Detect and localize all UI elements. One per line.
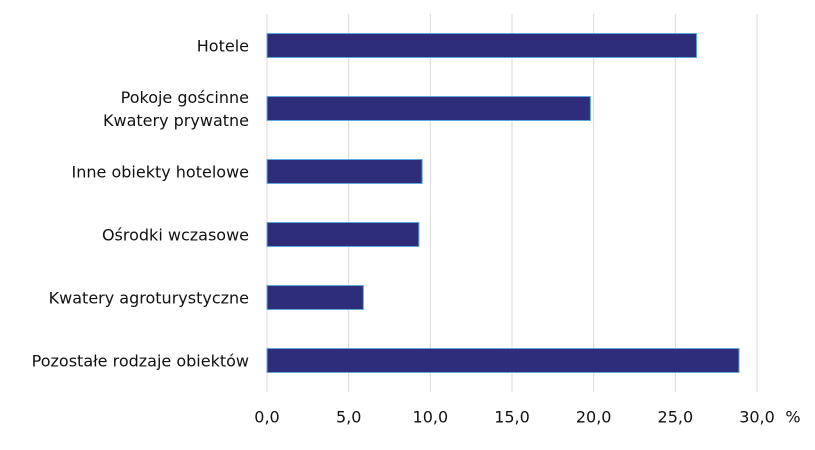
bar — [266, 96, 591, 121]
x-tick-label: 0,0 — [254, 408, 279, 427]
y-tick-label: Pokoje gościnne Kwatery prywatne — [103, 87, 249, 130]
bar — [266, 222, 420, 247]
x-tick-label: 20,0 — [576, 408, 612, 427]
bar — [266, 285, 364, 310]
x-tick-label: 30,0 — [739, 408, 775, 427]
x-tick-label: 15,0 — [494, 408, 530, 427]
y-tick-label: Inne obiekty hotelowe — [71, 162, 249, 181]
bar — [266, 159, 423, 184]
x-tick-label: 5,0 — [336, 408, 361, 427]
x-tick-label: 25,0 — [658, 408, 694, 427]
x-tick-label: 10,0 — [413, 408, 449, 427]
y-tick-label: Kwatery agroturystyczne — [48, 288, 249, 307]
y-tick-label: Hotele — [196, 36, 249, 55]
x-axis-label: % — [785, 408, 800, 427]
y-tick-label: Ośrodki wczasowe — [101, 225, 249, 244]
bar — [266, 33, 698, 58]
bar — [266, 348, 740, 373]
y-tick-label: Pozostałe rodzaje obiektów — [31, 351, 249, 370]
